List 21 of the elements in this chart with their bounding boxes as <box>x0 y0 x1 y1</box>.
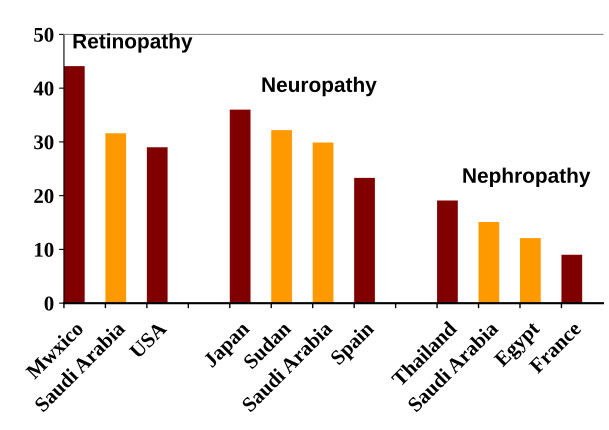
bar <box>105 133 126 304</box>
y-tick-label: 10 <box>35 242 54 257</box>
y-tick-label: 50 <box>34 28 54 42</box>
y-tick-label: 0 <box>44 296 54 311</box>
bar <box>520 238 541 304</box>
bar <box>312 142 334 304</box>
annotation: Neuropathy <box>262 76 377 96</box>
y-tick-label: 30 <box>34 135 54 150</box>
bar <box>146 147 168 304</box>
annotation: Nephropathy <box>463 168 590 188</box>
bar <box>64 66 85 304</box>
bar <box>478 222 500 304</box>
bar <box>354 178 375 304</box>
bar <box>561 254 582 304</box>
x-tick-label: USA <box>128 320 168 360</box>
y-tick-label: 20 <box>34 189 54 204</box>
bar <box>271 130 292 304</box>
bar <box>437 200 458 304</box>
annotation: Retinopathy <box>74 33 192 53</box>
y-tick-label: 40 <box>34 82 54 96</box>
bar <box>230 110 251 304</box>
